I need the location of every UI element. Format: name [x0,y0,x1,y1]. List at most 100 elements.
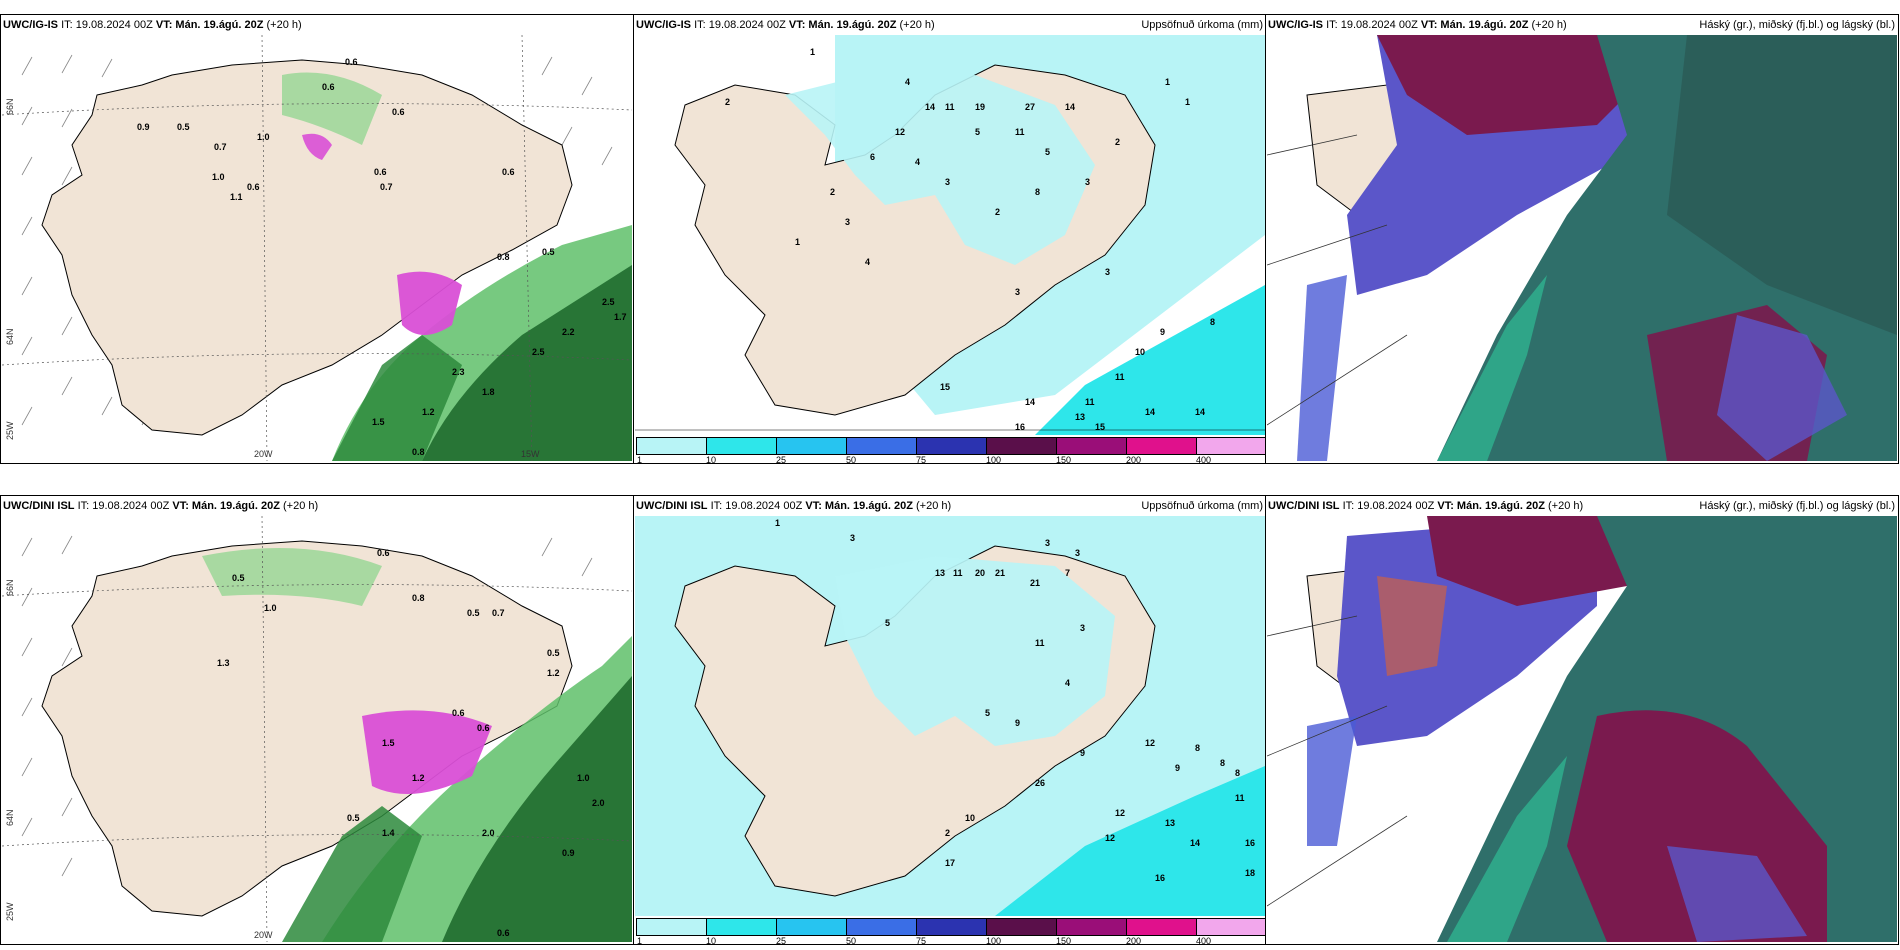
valid-time: VT: Mán. 19.ágú. 20Z [1437,500,1545,512]
legend-swatch [1196,918,1266,936]
legend-label: 10 [706,936,717,945]
legend-swatch [1056,437,1127,455]
legend-label: 50 [846,455,857,464]
svg-text:0.6: 0.6 [477,723,490,733]
legend-swatch [1056,918,1127,936]
svg-text:1.5: 1.5 [382,738,395,748]
init-time: IT: 19.08.2024 00Z [61,19,153,31]
legend-swatch [636,918,707,936]
svg-text:1.2: 1.2 [422,407,435,417]
panel-ig-is-precip: UWC/IG-IS IT: 19.08.2024 00Z VT: Mán. 19… [633,14,1267,464]
svg-text:0.6: 0.6 [377,548,390,558]
svg-text:9: 9 [1015,718,1020,728]
svg-text:12: 12 [1115,808,1125,818]
svg-text:11: 11 [1235,793,1245,803]
svg-text:1.4: 1.4 [382,828,395,838]
legend-swatch [916,437,987,455]
svg-text:3: 3 [1045,538,1050,548]
legend-swatch [636,437,707,455]
legend-label: 100 [986,936,1002,945]
cloud-map [1267,35,1897,461]
cloud-map [1267,516,1897,942]
legend-swatch [916,918,987,936]
panel-title: Háský (gr.), miðský (fj.bl.) og lágský (… [1699,19,1895,31]
model-name: UWC/IG-IS [3,19,58,31]
svg-text:3: 3 [850,533,855,543]
svg-text:0.5: 0.5 [177,122,190,132]
svg-text:0.5: 0.5 [232,573,245,583]
svg-text:10: 10 [1135,347,1145,357]
svg-text:15: 15 [940,382,950,392]
legend-swatch [986,437,1057,455]
svg-text:8: 8 [1195,743,1200,753]
legend-swatch [986,918,1057,936]
svg-text:1: 1 [795,237,800,247]
svg-text:2.3: 2.3 [452,367,465,377]
svg-text:10: 10 [965,813,975,823]
svg-text:2.0: 2.0 [592,798,605,808]
panel-dini-wind: UWC/DINI ISL IT: 19.08.2024 00Z VT: Mán.… [0,495,634,945]
svg-text:1.3: 1.3 [217,658,230,668]
svg-text:6: 6 [870,152,875,162]
svg-text:0.5: 0.5 [542,247,555,257]
svg-text:19: 19 [975,102,985,112]
svg-text:3: 3 [845,217,850,227]
svg-text:1.5: 1.5 [372,417,385,427]
svg-text:8: 8 [1035,187,1040,197]
valid-time: VT: Mán. 19.ágú. 20Z [155,19,264,31]
panel-ig-is-clouds: UWC/IG-IS IT: 19.08.2024 00Z VT: Mán. 19… [1265,14,1899,464]
lead-time: (+20 h) [283,500,319,512]
model-name: UWC/IG-IS [636,19,691,31]
valid-time: VT: Mán. 19.ágú. 20Z [788,19,897,31]
svg-text:0.5: 0.5 [467,608,480,618]
svg-text:16: 16 [1015,422,1025,432]
lon-label: 25W [5,902,15,921]
svg-text:0.8: 0.8 [412,593,425,603]
lon-label: 20W [254,930,273,940]
svg-text:4: 4 [905,77,910,87]
svg-text:2: 2 [995,207,1000,217]
svg-text:2.0: 2.0 [482,828,495,838]
svg-text:2: 2 [725,97,730,107]
precip-legend: 1 10 25 50 75 100 150 200 400 [636,437,1266,464]
svg-text:1.2: 1.2 [547,668,560,678]
svg-text:7: 7 [1065,568,1070,578]
legend-label: 150 [1056,936,1072,945]
svg-text:0.6: 0.6 [502,167,515,177]
panel-dini-clouds: UWC/DINI ISL IT: 19.08.2024 00Z VT: Mán.… [1265,495,1899,945]
panel-ig-is-wind: UWC/IG-IS IT: 19.08.2024 00Z VT: Mán. 19… [0,14,634,464]
svg-text:13: 13 [1165,818,1175,828]
svg-text:0.9: 0.9 [562,848,575,858]
svg-text:1.0: 1.0 [577,773,590,783]
init-time: IT: 19.08.2024 00Z [1326,19,1418,31]
legend-label: 1 [637,936,643,945]
svg-text:11: 11 [1085,397,1095,407]
svg-text:1: 1 [810,47,815,57]
precip-map: 1 3 3 13 11 20 21 3 21 7 5 11 9 4 12 9 8… [635,516,1265,916]
svg-text:3: 3 [1080,623,1085,633]
svg-text:3: 3 [1105,267,1110,277]
svg-text:9: 9 [1175,763,1180,773]
init-time: IT: 19.08.2024 00Z [1342,500,1435,512]
svg-text:0.7: 0.7 [380,182,393,192]
svg-text:21: 21 [995,568,1005,578]
lon-label: 15W [521,449,540,459]
svg-text:2.5: 2.5 [602,297,615,307]
svg-text:9: 9 [1080,748,1085,758]
svg-text:4: 4 [1065,678,1070,688]
panel-header: UWC/IG-IS IT: 19.08.2024 00Z VT: Mán. 19… [1268,19,1567,31]
model-name: UWC/DINI ISL [3,500,75,512]
svg-text:1.8: 1.8 [482,387,495,397]
valid-time: VT: Mán. 19.ágú. 20Z [805,500,913,512]
model-name: UWC/DINI ISL [1268,500,1340,512]
svg-text:2.5: 2.5 [532,347,545,357]
lon-label: 20W [254,449,273,459]
svg-text:11: 11 [945,102,955,112]
legend-label: 25 [776,455,787,464]
model-name: UWC/IG-IS [1268,19,1323,31]
legend-swatch [706,437,777,455]
model-name: UWC/DINI ISL [636,500,708,512]
svg-text:2: 2 [1115,137,1120,147]
valid-time: VT: Mán. 19.ágú. 20Z [172,500,280,512]
lat-label: 66N [5,98,15,115]
